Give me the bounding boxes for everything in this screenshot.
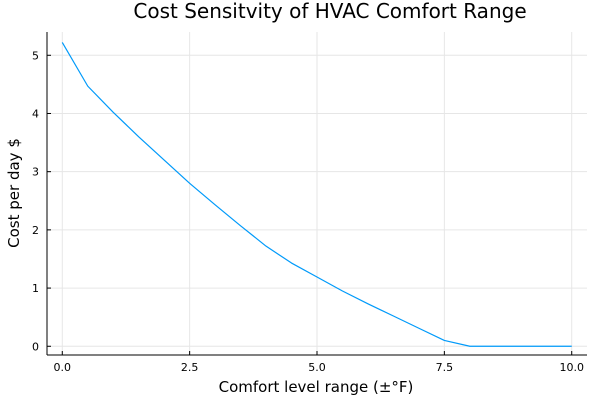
ticks: 0.0 2.5 5.0 7.5 10.0 0 1 2 3 4 5	[32, 49, 584, 374]
x-tick-label: 5.0	[308, 361, 326, 374]
series-layer	[61, 42, 572, 347]
y-tick-label: 2	[32, 224, 39, 237]
y-tick-label: 1	[32, 282, 39, 295]
x-tick-label: 10.0	[559, 361, 584, 374]
chart-title: Cost Sensitvity of HVAC Comfort Range	[133, 0, 526, 23]
grid	[47, 32, 587, 355]
x-tick-label: 0.0	[54, 361, 72, 374]
x-tick-label: 2.5	[181, 361, 199, 374]
x-tick-label: 7.5	[436, 361, 454, 374]
y-tick-label: 5	[32, 49, 39, 62]
y-tick-label: 4	[32, 107, 39, 120]
y-axis-label: Cost per day $	[5, 138, 23, 248]
x-axis-label: Comfort level range (±°F)	[219, 378, 414, 396]
series-line-0	[61, 42, 572, 347]
y-tick-label: 3	[32, 166, 39, 179]
y-tick-label: 0	[32, 340, 39, 353]
